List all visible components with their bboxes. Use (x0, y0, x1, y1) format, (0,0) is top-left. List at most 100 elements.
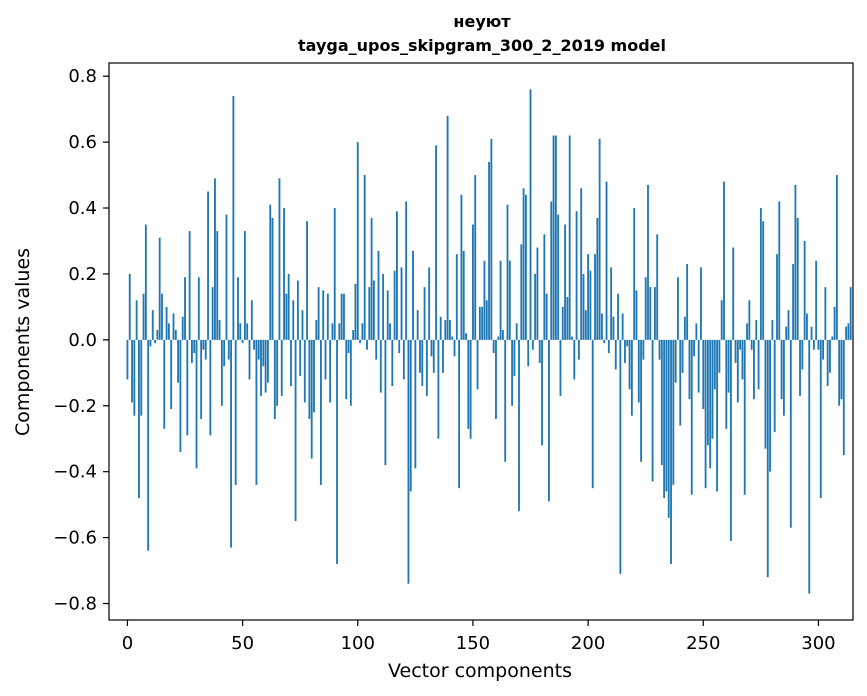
bar-190 (564, 224, 566, 340)
bar-236 (670, 339, 672, 564)
bar-71 (290, 339, 292, 386)
bar-299 (815, 260, 818, 340)
bar-270 (748, 300, 751, 340)
bar-213 (617, 293, 619, 340)
bar-198 (582, 273, 585, 340)
bar-55 (253, 339, 256, 350)
bar-216 (624, 339, 626, 363)
bar-227 (649, 287, 652, 340)
bar-187 (557, 214, 560, 340)
bar-58 (260, 339, 262, 396)
bar-140 (448, 320, 451, 340)
bar-185 (552, 135, 555, 340)
bar-142 (453, 339, 456, 357)
bar-52 (246, 323, 249, 340)
bar-116 (393, 270, 396, 340)
bar-81 (313, 339, 315, 413)
bar-136 (439, 316, 442, 340)
bar-305 (829, 339, 831, 373)
bar-234 (665, 339, 668, 492)
bar-168 (513, 339, 516, 377)
bar-70 (287, 273, 290, 340)
bar-279 (769, 339, 771, 472)
bar-217 (626, 339, 629, 347)
bar-7 (142, 293, 145, 340)
bar-226 (647, 184, 649, 340)
bar-59 (262, 339, 265, 367)
bar-29 (193, 339, 196, 354)
bar-172 (522, 188, 525, 340)
bar-129 (423, 287, 426, 340)
y-tick-label: 0.2 (68, 264, 97, 285)
bar-220 (633, 208, 636, 340)
bar-200 (587, 254, 590, 340)
bar-68 (283, 208, 285, 340)
bar-188 (559, 339, 562, 396)
bar-189 (561, 306, 564, 340)
bar-209 (607, 339, 610, 354)
bar-245 (690, 339, 693, 495)
bar-304 (826, 339, 829, 386)
bar-151 (474, 175, 477, 340)
bar-127 (419, 339, 421, 373)
bar-94 (343, 293, 345, 340)
bar-273 (755, 320, 758, 340)
bar-183 (548, 339, 550, 502)
bar-132 (430, 339, 433, 357)
bar-170 (518, 339, 520, 512)
bar-61 (267, 339, 269, 383)
bar-228 (651, 339, 654, 482)
bar-242 (683, 316, 686, 340)
y-tick-label: −0.2 (53, 396, 97, 417)
bar-308 (835, 175, 838, 340)
bar-101 (359, 339, 361, 344)
bar-193 (571, 336, 573, 340)
bar-118 (398, 339, 401, 354)
bar-148 (467, 339, 470, 429)
bar-21 (174, 329, 177, 340)
bar-160 (495, 339, 497, 419)
plot-frame (108, 62, 854, 621)
bar-262 (730, 339, 732, 541)
bar-157 (488, 161, 490, 340)
bar-247 (695, 323, 698, 340)
bar-85 (322, 290, 325, 340)
bar-23 (179, 339, 182, 452)
bar-51 (243, 231, 246, 340)
bar-252 (706, 339, 709, 446)
bar-128 (421, 339, 424, 386)
bar-106 (370, 217, 373, 340)
bar-43 (225, 214, 228, 340)
bar-20 (172, 313, 175, 340)
bar-11 (151, 310, 154, 340)
bar-194 (573, 339, 576, 380)
bar-145 (460, 194, 463, 340)
chart-subtitle: tayga_upos_skipgram_300_2_2019 model (298, 36, 666, 55)
bar-232 (660, 339, 663, 466)
bar-214 (619, 339, 622, 574)
bar-90 (333, 208, 336, 340)
bar-60 (264, 339, 267, 393)
x-tick-label: 100 (341, 633, 375, 654)
bar-25 (184, 277, 186, 340)
bar-264 (734, 339, 737, 363)
x-tick-label: 250 (686, 633, 720, 654)
bar-31 (197, 277, 200, 340)
bar-78 (306, 221, 309, 340)
bar-24 (181, 316, 184, 340)
bar-292 (799, 339, 801, 396)
bar-27 (188, 231, 191, 340)
bar-260 (725, 339, 728, 429)
bar-34 (204, 339, 207, 360)
bar-76 (301, 310, 304, 340)
bar-115 (391, 339, 394, 386)
bar-269 (746, 323, 748, 340)
bar-66 (278, 178, 281, 340)
bar-161 (497, 336, 500, 340)
bar-286 (785, 326, 788, 340)
bar-96 (347, 339, 350, 354)
bar-285 (782, 339, 785, 416)
bar-97 (349, 339, 352, 406)
x-tick-label: 0 (122, 633, 133, 654)
bar-144 (458, 339, 461, 489)
